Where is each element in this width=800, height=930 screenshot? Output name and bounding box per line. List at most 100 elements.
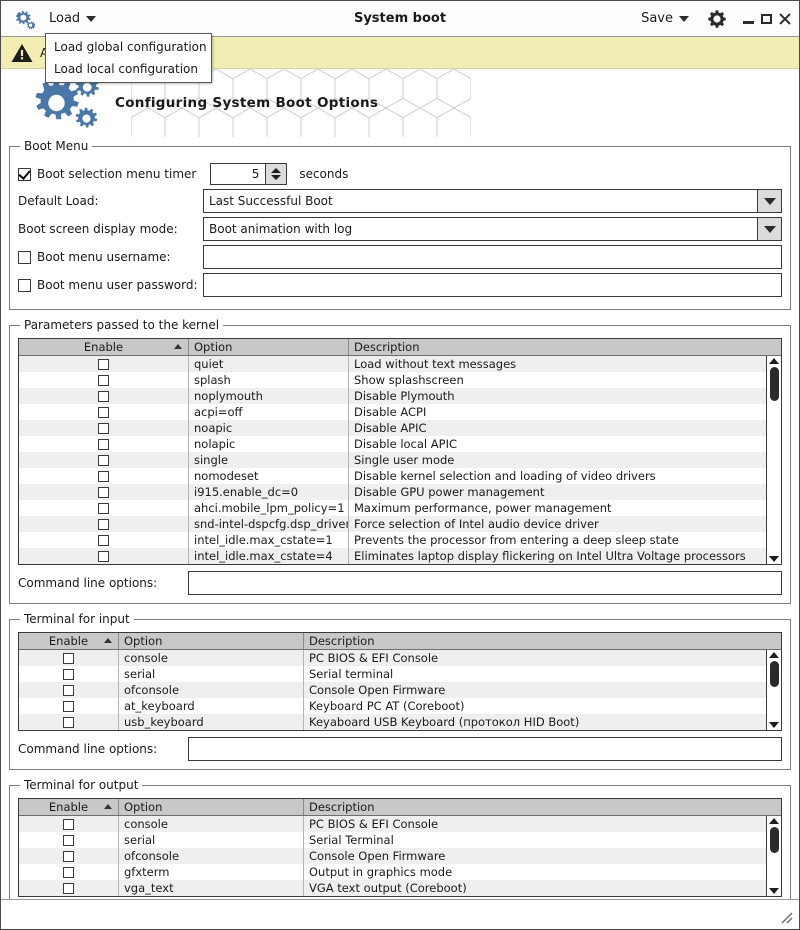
terminal-output-col-description[interactable]: Description <box>304 799 781 815</box>
table-row[interactable]: intel_idle.max_cstate=4 Eliminates laptop… <box>19 548 766 564</box>
boot-username-input[interactable] <box>203 245 782 269</box>
terminal-output-col-option[interactable]: Option <box>119 799 304 815</box>
scroll-down-icon[interactable] <box>769 556 779 562</box>
row-enable-checkbox[interactable] <box>98 534 109 546</box>
boot-timer-checkbox[interactable] <box>18 167 31 181</box>
table-row[interactable]: console PC BIOS & EFI Console <box>19 650 766 666</box>
table-row[interactable]: splash Show splashscreen <box>19 372 766 388</box>
kernel-col-description[interactable]: Description <box>349 339 781 355</box>
table-row[interactable]: nomodeset Disable kernel selection and lo… <box>19 468 766 484</box>
scroll-up-icon[interactable] <box>769 358 779 364</box>
kernel-params-scrollbar[interactable] <box>766 356 781 564</box>
row-enable-checkbox[interactable] <box>98 374 109 386</box>
row-description-cell: Single user mode <box>354 453 455 467</box>
row-enable-checkbox[interactable] <box>98 502 109 514</box>
boot-password-input[interactable] <box>203 273 782 297</box>
terminal-output-col-enable-label: Enable <box>48 800 89 814</box>
kernel-col-enable[interactable]: Enable <box>19 339 189 355</box>
row-enable-checkbox[interactable] <box>98 550 109 562</box>
row-enable-checkbox[interactable] <box>98 470 109 482</box>
boot-password-checkbox[interactable] <box>18 278 31 292</box>
boot-timer-spinner[interactable]: 5 <box>210 163 288 185</box>
load-menu-button[interactable]: Load <box>43 8 102 29</box>
row-enable-checkbox[interactable] <box>63 850 74 862</box>
kernel-cmdline-input[interactable] <box>188 571 782 595</box>
load-dropdown-menu[interactable]: Load global configuration Load local con… <box>45 33 212 83</box>
row-enable-checkbox[interactable] <box>98 390 109 402</box>
load-menu-label: Load <box>49 11 81 26</box>
scrollbar-thumb[interactable] <box>769 367 779 401</box>
scrollbar-thumb[interactable] <box>769 661 779 687</box>
close-icon[interactable] <box>779 13 791 25</box>
menu-item-load-global[interactable]: Load global configuration <box>54 40 207 54</box>
table-row[interactable]: gfxterm Output in graphics mode <box>19 864 766 880</box>
table-row[interactable]: serial Serial Terminal <box>19 832 766 848</box>
save-menu-button[interactable]: Save <box>635 8 695 29</box>
table-row[interactable]: single Single user mode <box>19 452 766 468</box>
table-row[interactable]: i915.enable_dc=0 Disable GPU power manage… <box>19 484 766 500</box>
boot-username-checkbox[interactable] <box>18 250 31 264</box>
boot-menu-group: Boot Menu Boot selection menu timer 5 se… <box>9 139 791 310</box>
settings-gear-icon[interactable] <box>707 9 727 29</box>
minimize-icon[interactable] <box>743 20 754 24</box>
row-enable-checkbox[interactable] <box>63 652 74 664</box>
kernel-col-option[interactable]: Option <box>189 339 349 355</box>
terminal-output-scrollbar[interactable] <box>766 816 781 896</box>
row-enable-checkbox[interactable] <box>98 518 109 530</box>
row-enable-checkbox[interactable] <box>63 818 74 830</box>
table-row[interactable]: noplymouth Disable Plymouth <box>19 388 766 404</box>
menu-item-load-local[interactable]: Load local configuration <box>54 62 198 76</box>
default-load-dropdown-button[interactable] <box>757 190 781 212</box>
row-enable-checkbox[interactable] <box>98 438 109 450</box>
table-row[interactable]: intel_idle.max_cstate=1 Prevents the proc… <box>19 532 766 548</box>
terminal-input-col-description[interactable]: Description <box>304 633 781 649</box>
table-row[interactable]: snd-intel-dspcfg.dsp_driver=1 Force selec… <box>19 516 766 532</box>
scroll-down-icon[interactable] <box>769 722 779 728</box>
table-row[interactable]: nolapic Disable local APIC <box>19 436 766 452</box>
table-row[interactable]: serial Serial terminal <box>19 666 766 682</box>
row-enable-checkbox[interactable] <box>63 834 74 846</box>
boot-password-label: Boot menu user password: <box>37 278 198 292</box>
row-enable-checkbox[interactable] <box>98 454 109 466</box>
scroll-up-icon[interactable] <box>769 652 779 658</box>
stepper-up-icon[interactable] <box>271 168 282 173</box>
table-row[interactable]: usb_keyboard Keyaboard USB Keyboard (прот… <box>19 714 766 730</box>
row-enable-checkbox[interactable] <box>63 684 74 696</box>
table-row[interactable]: noapic Disable APIC <box>19 420 766 436</box>
terminal-input-col-enable[interactable]: Enable <box>19 633 119 649</box>
table-row[interactable]: at_keyboard Keyboard PC AT (Coreboot) <box>19 698 766 714</box>
boot-timer-stepper[interactable] <box>265 163 288 185</box>
terminal-input-cmdline-input[interactable] <box>188 737 782 761</box>
scroll-up-icon[interactable] <box>769 818 779 824</box>
scroll-down-icon[interactable] <box>769 888 779 894</box>
table-row[interactable]: ahci.mobile_lpm_policy=1 Maximum performa… <box>19 500 766 516</box>
maximize-icon[interactable] <box>761 13 772 24</box>
row-enable-checkbox[interactable] <box>63 882 74 894</box>
row-enable-checkbox[interactable] <box>63 700 74 712</box>
row-enable-checkbox[interactable] <box>63 716 74 728</box>
table-row[interactable]: ofconsole Console Open Firmware <box>19 848 766 864</box>
row-description-cell: Disable Plymouth <box>354 389 455 403</box>
stepper-down-icon[interactable] <box>271 175 282 180</box>
display-mode-dropdown-button[interactable] <box>757 218 781 240</box>
row-enable-checkbox[interactable] <box>63 668 74 680</box>
row-enable-checkbox[interactable] <box>63 866 74 878</box>
boot-timer-value[interactable]: 5 <box>210 163 266 185</box>
resize-grip-icon[interactable] <box>778 909 794 925</box>
display-mode-select[interactable]: Boot animation with log <box>203 217 782 241</box>
table-row[interactable]: ofconsole Console Open Firmware <box>19 682 766 698</box>
row-enable-checkbox[interactable] <box>98 486 109 498</box>
terminal-output-col-enable[interactable]: Enable <box>19 799 119 815</box>
table-row[interactable]: quiet Load without text messages <box>19 356 766 372</box>
row-enable-checkbox[interactable] <box>98 358 109 370</box>
terminal-input-scrollbar[interactable] <box>766 650 781 730</box>
default-load-select[interactable]: Last Successful Boot <box>203 189 782 213</box>
scrollbar-thumb[interactable] <box>769 827 779 853</box>
table-row[interactable]: console PC BIOS & EFI Console <box>19 816 766 832</box>
table-row[interactable]: acpi=off Disable ACPI <box>19 404 766 420</box>
row-enable-checkbox[interactable] <box>98 406 109 418</box>
table-row[interactable]: vga_text VGA text output (Coreboot) <box>19 880 766 896</box>
row-enable-checkbox[interactable] <box>98 422 109 434</box>
row-description-cell: Serial terminal <box>309 667 394 681</box>
terminal-input-col-option[interactable]: Option <box>119 633 304 649</box>
